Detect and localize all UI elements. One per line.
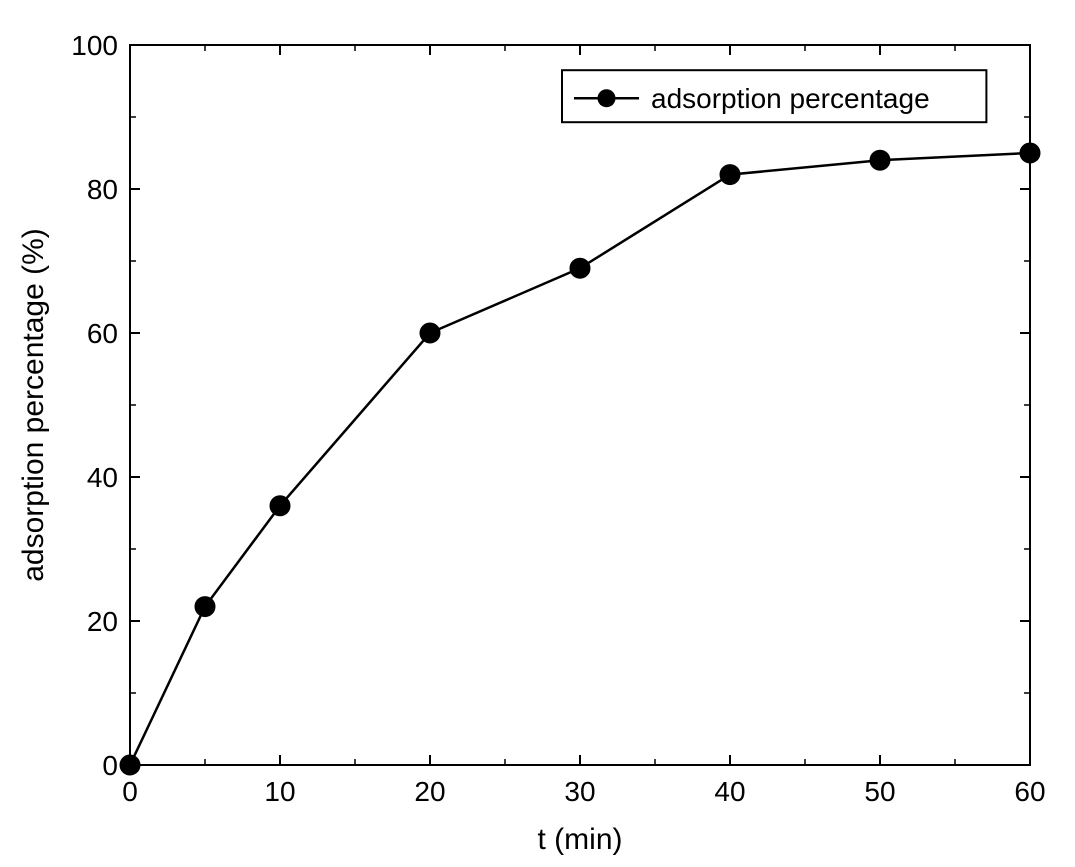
legend: adsorption percentage (562, 70, 986, 122)
series-line (130, 153, 1030, 765)
y-tick-label: 100 (71, 30, 118, 61)
series-marker (195, 597, 215, 617)
x-tick-label: 60 (1014, 776, 1045, 807)
y-tick-label: 40 (87, 462, 118, 493)
series-marker (420, 323, 440, 343)
series-marker (570, 258, 590, 278)
x-axis-title: t (min) (538, 823, 623, 856)
x-tick-label: 20 (414, 776, 445, 807)
series-marker (120, 755, 140, 775)
plot-border (130, 45, 1030, 765)
x-tick-label: 10 (264, 776, 295, 807)
series-marker (270, 496, 290, 516)
series-marker (870, 150, 890, 170)
series-marker (720, 165, 740, 185)
y-tick-label: 80 (87, 174, 118, 205)
legend-marker (598, 89, 616, 107)
y-axis-title: adsorption percentage (%) (17, 228, 50, 582)
x-tick-label: 0 (122, 776, 138, 807)
series-marker (1020, 143, 1040, 163)
line-chart: 0 10 20 30 40 50 60 t (min) 0 20 40 60 80 100 adsorpti… (0, 0, 1075, 867)
legend-label: adsorption percentage (651, 83, 930, 114)
y-tick-label: 20 (87, 606, 118, 637)
x-tick-label: 40 (714, 776, 745, 807)
chart-container: 0 10 20 30 40 50 60 t (min) 0 20 40 60 80 100 adsorpti… (0, 0, 1075, 867)
y-tick-label: 0 (102, 750, 118, 781)
x-tick-label: 50 (864, 776, 895, 807)
y-tick-label: 60 (87, 318, 118, 349)
x-tick-label: 30 (564, 776, 595, 807)
